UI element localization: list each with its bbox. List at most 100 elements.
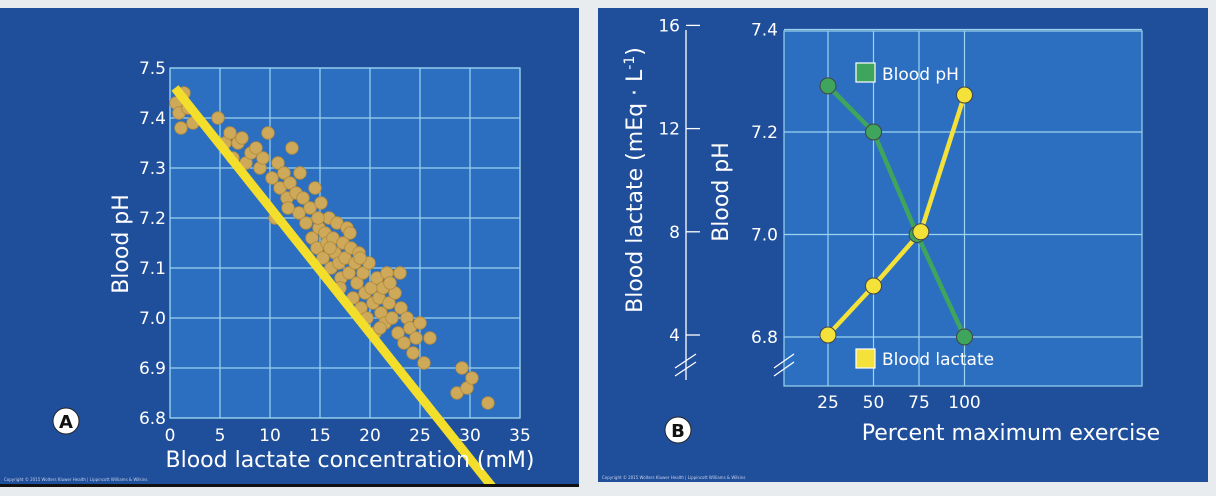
series-line-blood-lactate bbox=[826, 94, 967, 337]
panel-b-badge bbox=[664, 416, 692, 444]
data-point-a bbox=[314, 196, 328, 210]
data-point-a bbox=[455, 361, 469, 375]
data-point-a bbox=[397, 336, 411, 350]
legend-swatch-blood-lactate bbox=[855, 348, 876, 369]
y-tick-label-a: 6.9 bbox=[139, 359, 166, 379]
marker-blood-lactate bbox=[819, 326, 837, 344]
panel-b: 25 50 75 100 6.8 7.0 7.2 7.4 4 8 12 16 Blood pH Blood… bbox=[598, 8, 1208, 482]
data-point-a bbox=[353, 251, 367, 265]
data-point-a bbox=[323, 241, 337, 255]
data-point-a bbox=[293, 166, 307, 180]
legend-label-blood-ph: Blood pH bbox=[882, 65, 959, 85]
lactate-tick-label: 12 bbox=[658, 120, 680, 140]
series-line-blood-ph bbox=[826, 84, 967, 338]
copyright-a: Copyright © 2015 Wolters Kluwer Health |… bbox=[4, 477, 148, 482]
data-point-a bbox=[409, 331, 423, 345]
lactate-axis-break bbox=[674, 353, 697, 377]
lactate-tick-label: 4 bbox=[669, 326, 680, 346]
y-tick-label-a: 7.2 bbox=[139, 209, 166, 229]
data-point-a bbox=[249, 141, 263, 155]
data-point-a bbox=[235, 131, 249, 145]
data-point-a bbox=[481, 396, 495, 410]
data-point-a bbox=[423, 331, 437, 345]
data-point-a bbox=[271, 156, 285, 170]
x-tick-label-a: 25 bbox=[409, 426, 431, 446]
x-tick-label-a: 35 bbox=[509, 426, 531, 446]
data-point-a bbox=[465, 371, 479, 385]
trendline-a bbox=[171, 85, 496, 484]
data-point-a bbox=[383, 276, 397, 290]
data-point-a bbox=[406, 346, 420, 360]
chart-a-svg: 0 5 10 15 20 25 30 35 6.8 6.9 7.0 7.1 7.2 7.3 7.4 7.5 Bl… bbox=[52, 59, 535, 484]
data-point-a bbox=[393, 266, 407, 280]
marker-blood-ph bbox=[956, 328, 973, 346]
data-point-a bbox=[385, 311, 399, 325]
data-point-a bbox=[342, 266, 356, 280]
y-axis-label-lactate: Blood lactate (mEq · L-1) bbox=[622, 47, 648, 313]
data-point-a bbox=[413, 316, 427, 330]
data-point-a bbox=[394, 301, 408, 315]
x-tick-label-a: 15 bbox=[309, 426, 331, 446]
x-axis-label-b: Percent maximum exercise bbox=[862, 421, 1160, 446]
x-tick-label-a: 30 bbox=[459, 426, 481, 446]
data-point-a bbox=[277, 166, 291, 180]
marker-blood-ph bbox=[819, 77, 837, 95]
data-point-a bbox=[382, 296, 396, 310]
panel-b-letter: B bbox=[671, 421, 685, 442]
y-axis-label-a: Blood pH bbox=[109, 194, 134, 294]
x-tick-label-a: 5 bbox=[215, 426, 226, 446]
legend-label-blood-lactate: Blood lactate bbox=[882, 350, 994, 370]
data-point-a bbox=[292, 206, 306, 220]
y-tick-label-a: 7.3 bbox=[139, 159, 166, 179]
x-tick-label-b: 50 bbox=[863, 393, 885, 413]
panel-a: 0 5 10 15 20 25 30 35 6.8 6.9 7.0 7.1 7.2 7.3 7.4 7.5 Bl… bbox=[0, 8, 579, 487]
ph-tick-label: 7.0 bbox=[751, 226, 778, 246]
chart-b-svg: 25 50 75 100 6.8 7.0 7.2 7.4 4 8 12 16 Blood pH Blood… bbox=[622, 16, 1160, 446]
data-point-a bbox=[174, 121, 188, 135]
data-point-a bbox=[316, 251, 330, 265]
data-point-a bbox=[350, 276, 364, 290]
data-point-a bbox=[299, 216, 313, 230]
y-tick-label-a: 7.4 bbox=[139, 109, 166, 129]
marker-blood-lactate bbox=[865, 277, 882, 295]
y-tick-label-a: 7.5 bbox=[139, 59, 166, 79]
x-tick-label-b: 25 bbox=[817, 393, 839, 413]
marker-blood-lactate bbox=[956, 86, 973, 104]
y-tick-label-a: 6.8 bbox=[139, 409, 166, 429]
panel-a-letter: A bbox=[59, 412, 73, 433]
marker-blood-lactate bbox=[912, 223, 930, 241]
lactate-tick-label: 16 bbox=[658, 16, 680, 36]
ph-tick-label: 7.4 bbox=[751, 21, 778, 41]
data-point-a bbox=[261, 126, 275, 140]
plot-border-b bbox=[783, 30, 1143, 387]
lactate-tick-label: 8 bbox=[669, 223, 680, 243]
copyright-b: Copyright © 2015 Wolters Kluwer Health |… bbox=[602, 475, 746, 480]
y-tick-label-a: 7.1 bbox=[139, 259, 166, 279]
data-point-a bbox=[308, 181, 322, 195]
marker-blood-ph bbox=[865, 123, 882, 141]
data-point-a bbox=[256, 151, 270, 165]
legend-swatch-blood-ph bbox=[855, 62, 876, 83]
data-point-a bbox=[417, 356, 431, 370]
x-tick-label-a: 0 bbox=[165, 426, 176, 446]
data-point-a bbox=[285, 141, 299, 155]
data-point-a bbox=[211, 111, 225, 125]
x-tick-label-b: 100 bbox=[948, 393, 980, 413]
data-point-a bbox=[223, 126, 237, 140]
ph-axis-break bbox=[773, 353, 795, 377]
data-point-a bbox=[343, 226, 357, 240]
plot-border-a bbox=[169, 67, 521, 419]
data-point-a bbox=[311, 211, 325, 225]
x-axis-label-a: Blood lactate concentration (mM) bbox=[166, 448, 535, 473]
ph-tick-label: 6.8 bbox=[751, 328, 778, 348]
data-point-a bbox=[356, 266, 370, 280]
x-tick-label-a: 10 bbox=[259, 426, 281, 446]
y-axis-label-ph: Blood pH bbox=[709, 142, 734, 242]
data-point-a bbox=[303, 201, 317, 215]
data-point-a bbox=[391, 326, 405, 340]
data-point-a bbox=[373, 321, 387, 335]
x-tick-label-b: 75 bbox=[908, 393, 930, 413]
data-point-a bbox=[296, 191, 310, 205]
panel-a-badge bbox=[52, 407, 80, 435]
x-tick-label-a: 20 bbox=[359, 426, 381, 446]
